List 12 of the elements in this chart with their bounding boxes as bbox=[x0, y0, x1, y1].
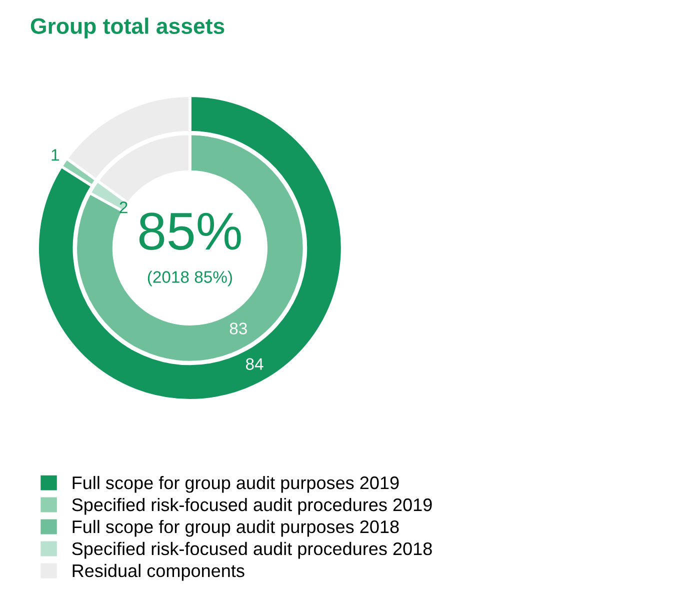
legend-label: Specified risk-focused audit procedures 2018 bbox=[72, 542, 432, 559]
legend-label: Residual components bbox=[72, 564, 244, 581]
legend-label: Full scope for group audit purposes 2018 bbox=[72, 520, 399, 537]
text: (2018 85%) bbox=[148, 270, 232, 286]
data-label: 83 bbox=[230, 322, 247, 334]
data-label: 2 bbox=[120, 201, 128, 214]
data-label: 84 bbox=[246, 358, 264, 370]
chart-title: Group total assets bbox=[30, 18, 224, 38]
legend-label: Specified risk-focused audit procedures 2019 bbox=[72, 498, 432, 515]
text: 85% bbox=[139, 212, 241, 250]
legend-label: Full scope for group audit purposes 2019 bbox=[72, 476, 399, 493]
data-label: 1 bbox=[52, 149, 59, 161]
